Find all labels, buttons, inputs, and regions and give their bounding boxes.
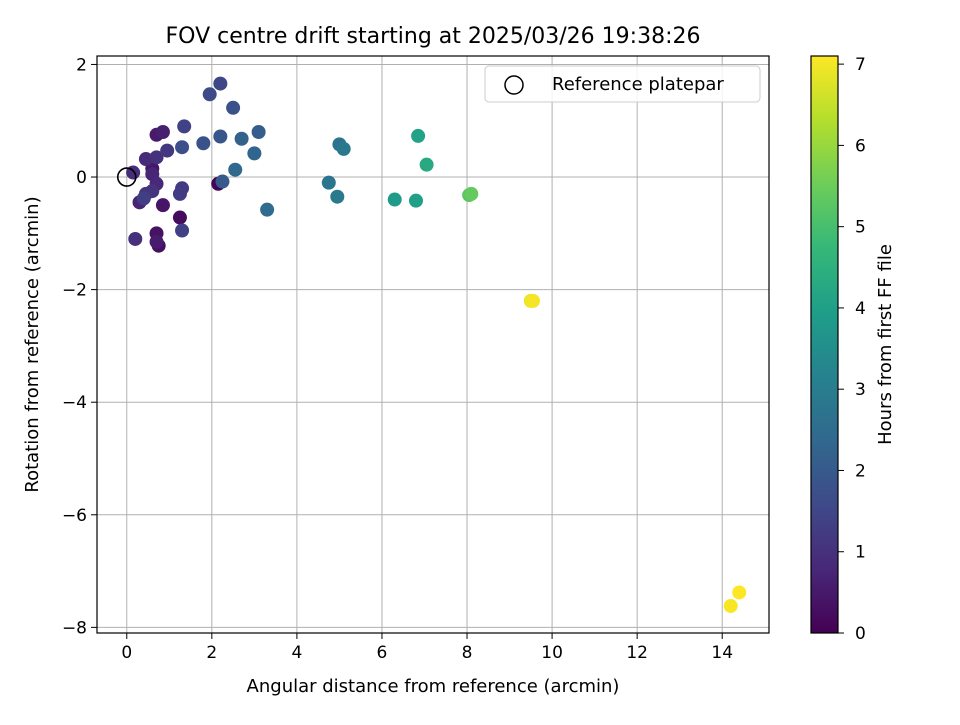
x-axis-ticks: 0 2 4 6 8 10 12 14 xyxy=(121,633,733,663)
x-tick-label: 10 xyxy=(541,643,563,663)
data-point xyxy=(251,124,266,139)
data-point xyxy=(155,198,170,213)
y-tick-label: −4 xyxy=(62,393,87,413)
data-point xyxy=(247,146,262,161)
x-tick-label: 6 xyxy=(377,643,388,663)
data-point xyxy=(732,585,747,600)
y-tick-label: −6 xyxy=(62,506,87,526)
plot-frame xyxy=(96,55,770,634)
data-point xyxy=(213,76,228,91)
y-tick-label: 0 xyxy=(76,168,87,188)
data-point xyxy=(149,234,164,249)
x-tick-label: 12 xyxy=(626,643,648,663)
data-point xyxy=(387,192,402,207)
data-point xyxy=(723,598,738,613)
data-point xyxy=(411,128,426,143)
data-point xyxy=(215,174,230,189)
data-point xyxy=(336,141,351,156)
colorbar-ticks: 0 1 2 3 4 5 6 7 xyxy=(838,55,866,644)
colorbar-tick-label: 0 xyxy=(855,624,866,644)
data-point xyxy=(228,162,243,177)
x-tick-label: 0 xyxy=(121,643,132,663)
colorbar-tick-label: 2 xyxy=(855,461,866,481)
data-point xyxy=(196,136,211,151)
colorbar: 0 1 2 3 4 5 6 7 Hours from first FF file xyxy=(810,55,896,644)
y-axis-ticks: 2 0 −2 −4 −6 −8 xyxy=(62,55,97,638)
data-point xyxy=(260,202,275,217)
data-point xyxy=(202,87,217,102)
data-point xyxy=(149,150,164,165)
data-point xyxy=(175,140,190,155)
y-axis-label: Rotation from reference (arcmin) xyxy=(22,196,43,492)
y-tick-label: −2 xyxy=(62,281,87,301)
legend-box xyxy=(484,65,761,103)
x-tick-label: 2 xyxy=(206,643,217,663)
data-point xyxy=(419,157,434,172)
reference-marker-layer xyxy=(116,167,137,187)
data-point xyxy=(234,131,249,146)
colorbar-tick-label: 1 xyxy=(855,543,866,563)
data-point xyxy=(155,124,170,139)
data-points xyxy=(126,76,747,613)
data-point xyxy=(464,186,479,201)
chart-title: FOV centre drift starting at 2025/03/26 … xyxy=(166,24,701,49)
colorbar-tick-label: 5 xyxy=(855,218,866,238)
reference-platepar-marker xyxy=(116,167,137,187)
x-tick-label: 4 xyxy=(291,643,302,663)
x-tick-label: 14 xyxy=(711,643,733,663)
data-point xyxy=(321,175,336,190)
data-point xyxy=(330,189,345,204)
colorbar-tick-label: 3 xyxy=(855,380,866,400)
colorbar-label: Hours from first FF file xyxy=(875,244,896,445)
x-axis-label: Angular distance from reference (arcmin) xyxy=(247,676,620,697)
data-point xyxy=(525,293,540,308)
y-tick-label: 2 xyxy=(76,55,87,75)
legend: Reference platepar xyxy=(484,65,761,103)
colorbar-gradient xyxy=(810,55,839,634)
data-point xyxy=(160,143,175,158)
legend-label: Reference platepar xyxy=(552,74,724,95)
data-point xyxy=(138,152,153,167)
grid xyxy=(97,56,769,633)
data-point xyxy=(128,231,143,246)
data-point xyxy=(213,129,228,144)
data-point xyxy=(172,210,187,225)
y-tick-label: −8 xyxy=(62,618,87,638)
data-point xyxy=(226,100,241,115)
x-tick-label: 8 xyxy=(462,643,473,663)
data-point xyxy=(175,223,190,238)
colorbar-tick-label: 6 xyxy=(855,136,866,156)
colorbar-tick-label: 7 xyxy=(855,55,866,75)
data-point xyxy=(136,191,151,206)
data-point xyxy=(172,186,187,201)
legend-reference-marker xyxy=(504,75,524,95)
data-point xyxy=(177,119,192,134)
data-point xyxy=(408,193,423,208)
colorbar-tick-label: 4 xyxy=(855,299,866,319)
